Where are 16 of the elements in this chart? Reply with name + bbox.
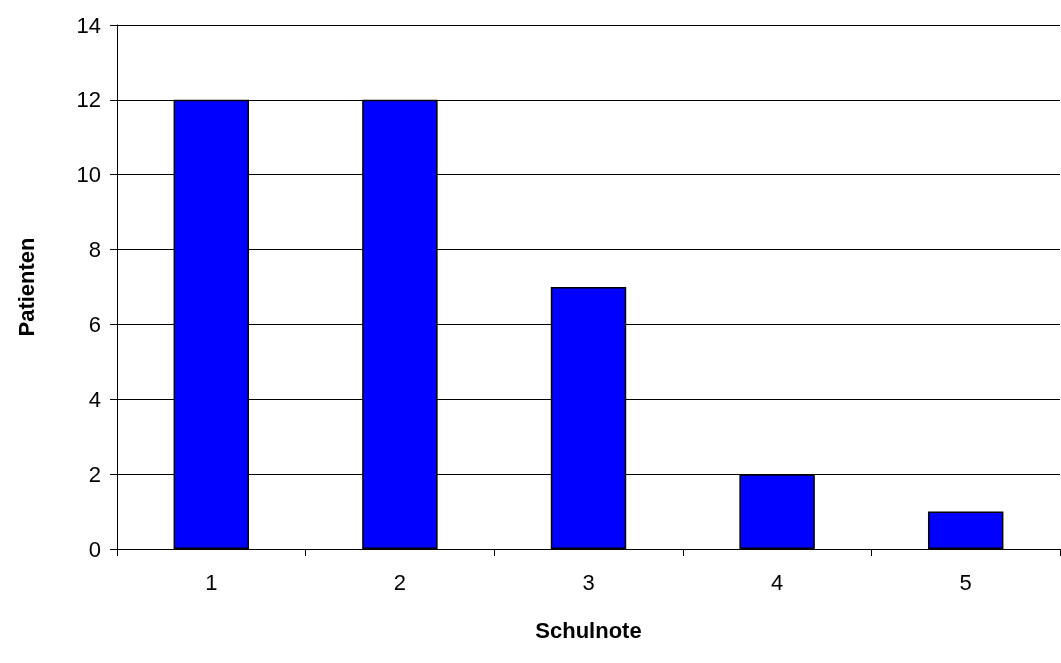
x-tick-label: 3 — [582, 569, 595, 595]
y-tick-label: 14 — [76, 12, 101, 38]
y-tick-label: 10 — [76, 162, 101, 188]
x-tick-label: 4 — [770, 569, 784, 595]
y-tick-label: 4 — [88, 386, 101, 412]
y-axis-title: Patienten — [13, 237, 39, 337]
x-axis-title: Schulnote — [535, 617, 642, 643]
x-tick-label: 2 — [393, 569, 407, 595]
y-tick-label: 8 — [88, 237, 101, 263]
x-tick-label: 1 — [205, 569, 218, 595]
y-tick-label: 0 — [88, 536, 101, 562]
y-tick-label: 6 — [88, 311, 101, 337]
y-tick-label: 2 — [88, 461, 101, 487]
x-tick-label: 5 — [959, 569, 972, 595]
bar — [927, 511, 1004, 549]
y-tick-label: 12 — [76, 87, 101, 113]
